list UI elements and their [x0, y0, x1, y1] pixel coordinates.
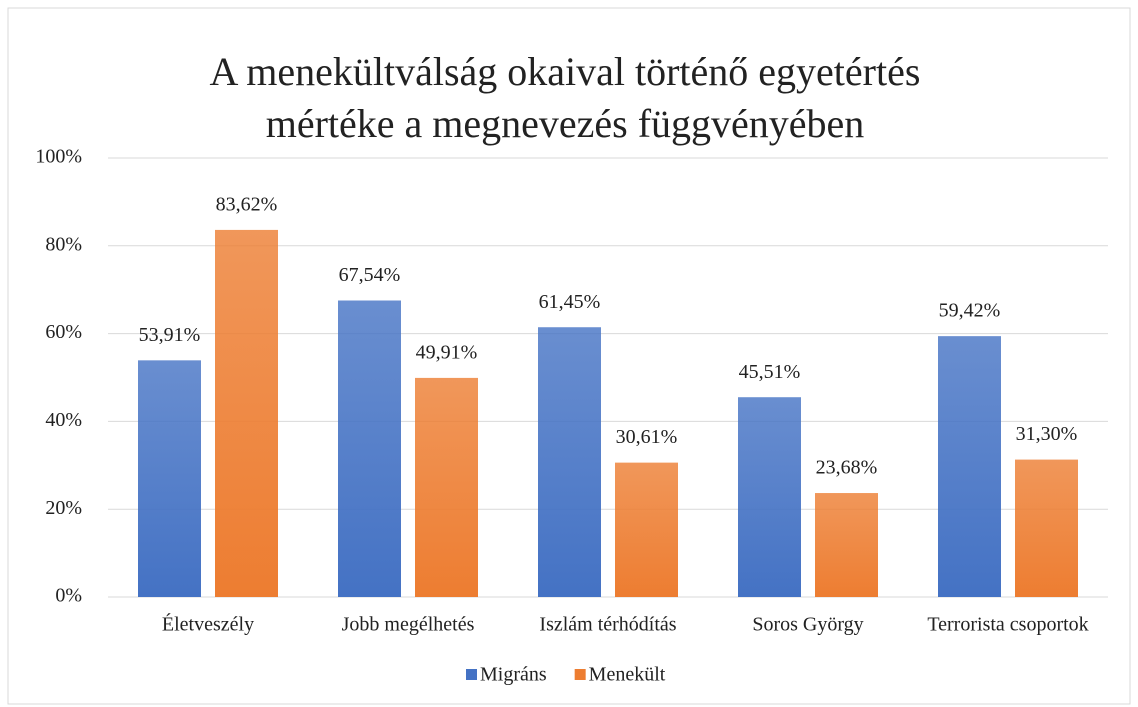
y-tick-label: 80% — [45, 233, 82, 255]
chart-title: mértéke a megnevezés függvényében — [266, 101, 865, 146]
bar — [938, 336, 1001, 597]
y-tick-label: 40% — [45, 409, 82, 431]
chart-title: A menekültválság okaival történő egyetér… — [210, 49, 921, 94]
data-label: 49,91% — [416, 341, 478, 363]
data-label: 30,61% — [616, 426, 678, 448]
x-tick-label: Iszlám térhódítás — [539, 614, 676, 636]
y-tick-label: 0% — [55, 585, 82, 607]
y-tick-label: 60% — [45, 321, 82, 343]
y-tick-label: 20% — [45, 497, 82, 519]
bar — [138, 360, 201, 597]
x-tick-label: Terrorista csoportok — [927, 614, 1088, 636]
bar — [815, 493, 878, 597]
data-label: 61,45% — [539, 291, 601, 313]
x-tick-label: Soros György — [752, 614, 863, 636]
bar — [415, 377, 478, 597]
legend-swatch — [574, 669, 586, 680]
bar — [338, 300, 401, 597]
x-tick-label: Életveszély — [162, 613, 254, 636]
data-label: 59,42% — [939, 300, 1001, 322]
data-label: 45,51% — [739, 361, 801, 383]
bar — [738, 397, 801, 597]
legend-swatch — [466, 669, 477, 680]
legend-label: Migráns — [480, 664, 547, 686]
data-label: 83,62% — [216, 194, 278, 216]
bar — [538, 327, 601, 597]
data-label: 23,68% — [816, 457, 878, 479]
bar — [215, 229, 278, 597]
bar — [615, 462, 678, 597]
y-tick-label: 100% — [35, 146, 82, 168]
legend-label: Menekült — [589, 664, 666, 686]
bar — [1015, 459, 1078, 597]
x-tick-label: Jobb megélhetés — [342, 614, 475, 636]
data-label: 67,54% — [339, 264, 401, 286]
data-label: 53,91% — [139, 324, 201, 346]
data-label: 31,30% — [1016, 423, 1078, 445]
